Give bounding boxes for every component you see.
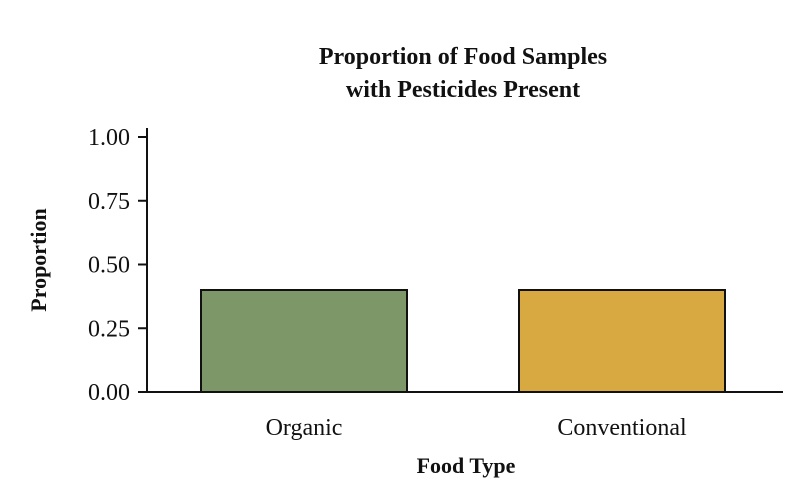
bars-group <box>200 289 726 393</box>
y-tick-label: 0.25 <box>88 316 130 342</box>
bar-organic <box>200 289 408 393</box>
x-axis-title: Food Type <box>417 453 516 478</box>
bar-conventional <box>518 289 726 393</box>
chart-title-line-1: Proportion of Food Samples <box>319 44 607 70</box>
y-tick-label: 0.75 <box>88 189 130 215</box>
y-ticks-group: 0.00 0.25 0.50 0.75 1.00 <box>88 125 147 406</box>
y-tick-label: 1.00 <box>88 125 130 151</box>
x-category-label: Conventional <box>557 415 687 441</box>
chart-title-line-2: with Pesticides Present <box>346 77 580 103</box>
y-axis-title: Proportion <box>26 208 51 311</box>
y-tick-label: 0.50 <box>88 253 130 279</box>
x-labels-group: Organic Conventional <box>266 415 687 441</box>
x-category-label: Organic <box>266 415 343 441</box>
y-tick-label: 0.00 <box>88 380 130 406</box>
